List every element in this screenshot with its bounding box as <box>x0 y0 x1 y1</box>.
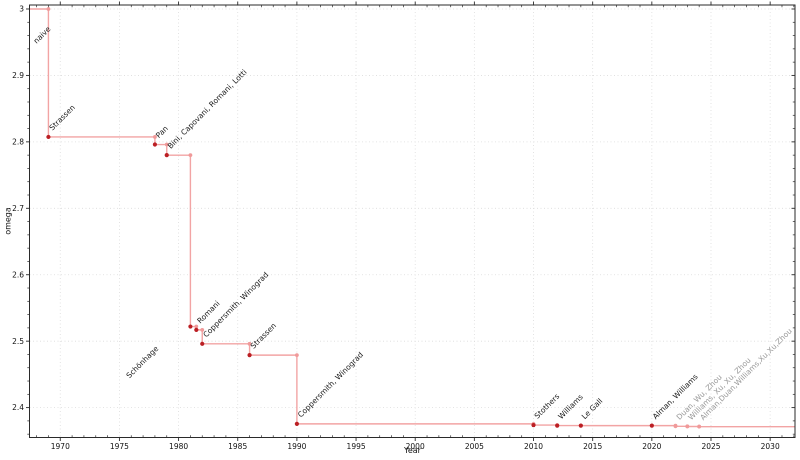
point-label: Coppersmith, Winograd <box>296 350 365 419</box>
step-corner-marker <box>194 324 199 329</box>
data-point-marker <box>194 327 199 332</box>
x-tick-label: 1990 <box>287 442 306 451</box>
point-label: Le Gall <box>580 397 604 421</box>
point-label: naive <box>32 24 53 45</box>
point-label: Schönhage <box>124 344 160 380</box>
y-tick-label: 2.4 <box>12 403 24 412</box>
x-tick-label: 1970 <box>51 442 70 451</box>
x-tick-label: 2005 <box>465 442 484 451</box>
y-tick-label: 2.5 <box>12 337 24 346</box>
data-point-marker <box>188 324 193 329</box>
x-tick-label: 1985 <box>228 442 247 451</box>
x-tick-label: 1980 <box>169 442 188 451</box>
data-point-marker <box>152 142 158 147</box>
x-tick-label: 1995 <box>347 442 366 451</box>
x-tick-label: 2010 <box>524 442 543 451</box>
y-tick-label: 2.7 <box>12 204 24 213</box>
x-tick-label: 2020 <box>642 442 661 451</box>
step-corner-marker <box>164 142 169 147</box>
data-point-marker-recent <box>697 424 702 429</box>
data-point-marker <box>531 422 536 428</box>
y-tick-label: 2.8 <box>12 138 24 147</box>
data-point-marker-recent <box>673 424 678 429</box>
x-tick-label: 1975 <box>110 442 129 451</box>
y-axis-title: omega <box>3 207 13 235</box>
point-label: Strassen <box>47 103 77 133</box>
x-tick-label: 2000 <box>406 442 425 451</box>
data-point-marker <box>578 423 583 428</box>
step-corner-marker <box>200 327 205 332</box>
data-point-marker <box>247 353 252 358</box>
step-corner-marker <box>46 7 51 11</box>
data-point-marker <box>46 134 51 140</box>
x-tick-label: 2015 <box>583 442 602 451</box>
x-tick-label: 2025 <box>701 442 720 451</box>
data-point-marker <box>555 423 560 428</box>
point-label: Bini, Capovani, Romani, Lotti <box>166 68 249 151</box>
data-point-marker <box>649 423 654 428</box>
x-tick-label: 2030 <box>761 442 780 451</box>
step-corner-marker <box>153 135 157 139</box>
y-tick-label: 3 <box>19 5 24 14</box>
y-tick-label: 2.6 <box>12 270 24 279</box>
point-label: Williams, Xu, Xu, Zhou <box>686 355 752 421</box>
step-corner-marker <box>247 341 252 346</box>
y-tick-label: 2.9 <box>12 71 24 80</box>
step-corner-marker <box>188 153 193 158</box>
point-label: Strassen <box>249 321 279 351</box>
plot-frame <box>29 4 796 438</box>
data-point-marker-recent <box>685 424 690 429</box>
data-point-marker <box>294 421 299 426</box>
x-axis-title: Year <box>404 446 421 455</box>
data-point-marker <box>164 153 169 158</box>
step-corner-marker <box>294 353 299 358</box>
point-label: Alman,Duan,Williams,Xu,Xu,Zhou <box>698 326 794 422</box>
data-point-marker <box>200 341 205 346</box>
